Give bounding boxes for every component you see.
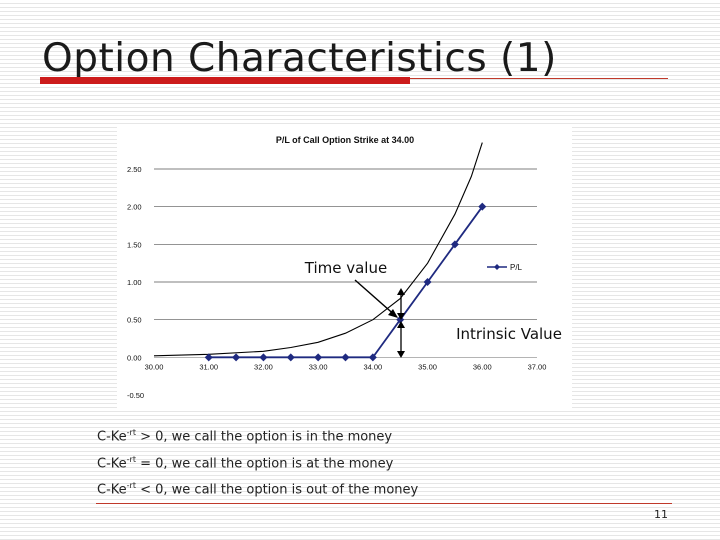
y-tick-label: 2.50 xyxy=(127,165,142,174)
bullet-superscript: -rt xyxy=(126,454,136,464)
chart-panel: P/L of Call Option Strike at 34.00 2.50 2… xyxy=(117,125,574,410)
y-tick-label: 0.00 xyxy=(127,353,142,362)
pl-data-point xyxy=(341,353,350,362)
bullet-in-the-money: C-Ke-rt > 0, we call the option is in th… xyxy=(97,423,657,450)
bullet-out-of-the-money: C-Ke-rt < 0, we call the option is out o… xyxy=(97,476,657,503)
time-value-pointer xyxy=(354,279,398,318)
bullet-text: = 0, we call the option is at the money xyxy=(135,455,394,471)
time-value-bracket-top-head xyxy=(397,288,405,295)
time-value-annotation: Time value xyxy=(291,255,401,318)
intrinsic-value-annotation: Intrinsic Value xyxy=(397,288,574,358)
intrinsic-value-label: Intrinsic Value xyxy=(456,325,562,343)
y-tick-label: 2.00 xyxy=(127,203,142,212)
option-value-curve xyxy=(153,142,483,357)
chart-title: P/L of Call Option Strike at 34.00 xyxy=(276,135,414,145)
pl-data-point xyxy=(450,240,459,249)
bullet-superscript: -rt xyxy=(126,428,136,437)
time-value-label-bg xyxy=(291,255,401,278)
pl-data-point xyxy=(286,353,295,362)
title-accent-bar xyxy=(40,77,410,84)
x-tick-label: 31.00 xyxy=(199,362,218,371)
pl-data-point xyxy=(232,353,241,362)
slide-title: Option Characteristics (1) xyxy=(42,36,557,81)
x-tick-label: 35.00 xyxy=(418,362,437,371)
bullet-text: < 0, we call the option is out of the mo… xyxy=(135,482,419,498)
x-tick-label: 36.00 xyxy=(473,362,492,371)
y-tick-label: -0.50 xyxy=(127,391,144,400)
bullet-superscript: -rt xyxy=(126,481,136,490)
x-tick-label: 33.00 xyxy=(309,362,328,371)
footer-rule xyxy=(96,503,672,504)
x-tick-label: 37.00 xyxy=(528,362,547,371)
bullet-list: C-Ke-rt > 0, we call the option is in th… xyxy=(97,423,657,503)
x-tick-label: 32.00 xyxy=(254,362,273,371)
x-tick-label: 34.00 xyxy=(363,362,382,371)
page-number: 11 xyxy=(654,508,668,521)
pl-data-point xyxy=(204,353,213,362)
time-value-label: Time value xyxy=(304,259,387,277)
bullet-text: > 0, we call the option is in the money xyxy=(135,429,393,445)
pl-data-point xyxy=(259,353,268,362)
pl-data-point xyxy=(478,202,487,211)
time-value-pointer-head xyxy=(388,309,398,318)
pl-chart: P/L of Call Option Strike at 34.00 2.50 2… xyxy=(127,135,574,400)
legend: P/L xyxy=(487,263,523,272)
y-tick-label: 1.00 xyxy=(127,278,142,287)
time-value-bracket-bottom-head xyxy=(397,313,405,320)
bullet-lead: C-Ke xyxy=(97,482,127,498)
bullet-at-the-money: C-Ke-rt = 0, we call the option is at th… xyxy=(97,450,657,477)
bullet-lead: C-Ke xyxy=(97,429,127,445)
pl-data-point xyxy=(423,278,432,286)
intrinsic-value-label-bg xyxy=(442,321,574,345)
y-tick-label: 1.50 xyxy=(127,240,142,249)
legend-marker xyxy=(494,264,500,270)
intrinsic-value-bracket-top-head xyxy=(397,321,405,328)
intrinsic-value-bracket-bottom-head xyxy=(397,351,405,358)
bullet-lead: C-Ke xyxy=(97,455,127,471)
x-tick-label: 30.00 xyxy=(145,362,164,371)
y-tick-label: 0.50 xyxy=(127,316,142,325)
pl-data-point xyxy=(314,353,323,362)
pl-data-point xyxy=(368,353,377,362)
legend-label: P/L xyxy=(510,263,523,272)
